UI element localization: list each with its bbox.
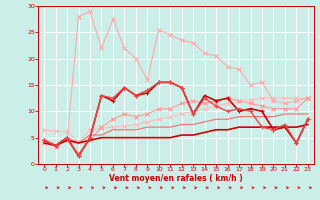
X-axis label: Vent moyen/en rafales ( km/h ): Vent moyen/en rafales ( km/h ) bbox=[109, 174, 243, 183]
